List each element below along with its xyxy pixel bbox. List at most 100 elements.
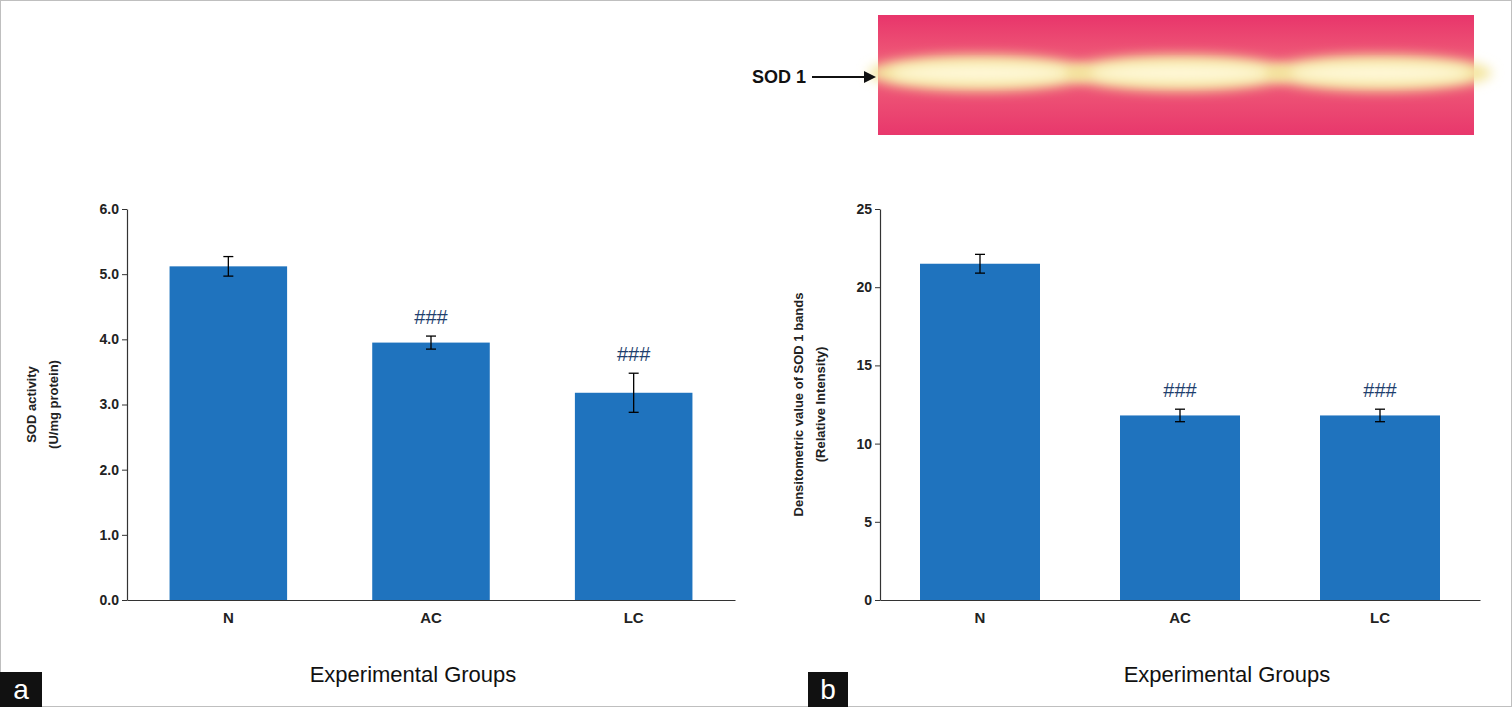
annotation: ### — [414, 306, 448, 328]
blot-band — [868, 55, 1092, 91]
y-axis-line — [880, 210, 881, 601]
y-tick: 4.0 — [100, 331, 127, 347]
error-bar-stem — [430, 336, 431, 349]
x-axis: N AC LC — [128, 600, 736, 626]
y-tick-mark — [875, 522, 880, 523]
error-bar — [629, 373, 639, 412]
bar — [1120, 415, 1240, 600]
y-axis: 0 5 10 15 20 25 — [856, 201, 880, 608]
x-tick: AC — [1169, 600, 1191, 626]
y-tick: 25 — [856, 201, 880, 217]
y-tick-label: 20 — [856, 279, 872, 295]
panel-label-box — [0, 672, 42, 707]
y-axis: 0.0 1.0 2.0 3.0 4.0 5.0 6.0 — [100, 201, 128, 608]
panel-label: b — [808, 672, 848, 707]
annotation: ### — [1163, 379, 1197, 401]
y-tick: 10 — [856, 436, 880, 452]
error-bar-cap — [629, 373, 639, 374]
y-tick-mark — [875, 444, 880, 445]
error-bar-stem — [1179, 409, 1180, 422]
y-tick-mark — [122, 535, 127, 536]
figure: 0.0 1.0 2.0 3.0 4.0 5.0 6.0 N AC LC SOD activity (U… — [0, 0, 1512, 707]
y-tick-label: 10 — [856, 436, 872, 452]
y-tick-mark — [122, 600, 127, 601]
x-tick: N — [223, 600, 234, 626]
error-bar-stem — [979, 254, 980, 273]
y-tick-label: 25 — [856, 201, 872, 217]
x-tick-label: LC — [624, 609, 644, 626]
blot-image — [868, 15, 1492, 135]
y-axis-title: Densitometric value of SOD 1 bands — [791, 293, 806, 517]
y-tick-mark — [122, 274, 127, 275]
y-tick: 5.0 — [100, 266, 127, 282]
y-tick-mark — [875, 287, 880, 288]
error-bar-cap — [1375, 409, 1385, 410]
error-bar-cap — [223, 256, 233, 257]
blot-band — [1268, 55, 1492, 91]
plot-area — [170, 257, 693, 600]
y-tick-mark — [875, 365, 880, 366]
x-tick-label: AC — [1169, 609, 1191, 626]
error-bar-cap — [426, 335, 436, 336]
bar — [1320, 415, 1440, 600]
error-bar — [1375, 409, 1385, 422]
x-tick: AC — [420, 600, 442, 626]
panel-label-text: a — [13, 674, 29, 705]
y-axis-title: (Relative Intensity) — [813, 347, 828, 463]
y-tick-label: 15 — [856, 357, 872, 373]
y-tick-label: 6.0 — [100, 201, 120, 217]
error-bar — [1175, 409, 1185, 422]
bar — [575, 393, 693, 600]
figure-frame — [1, 1, 1512, 707]
arrow-shaft — [812, 76, 868, 78]
annotation: ### — [617, 343, 651, 365]
bar — [920, 264, 1040, 600]
y-tick: 3.0 — [100, 396, 127, 412]
x-tick-label: AC — [420, 609, 442, 626]
error-bar-cap — [1175, 421, 1185, 422]
y-tick-mark — [122, 209, 127, 210]
y-tick: 5 — [864, 514, 880, 530]
y-tick-mark — [122, 470, 127, 471]
bar — [372, 343, 490, 600]
x-axis: NACLC — [881, 600, 1481, 626]
y-tick-mark — [122, 405, 127, 406]
error-bar-cap — [1375, 421, 1385, 422]
plot-area — [920, 254, 1440, 600]
y-tick: 2.0 — [100, 462, 127, 478]
y-tick-mark — [875, 600, 880, 601]
error-bar-cap — [975, 254, 985, 255]
x-axis-line — [128, 600, 736, 601]
panel-label: a — [0, 672, 42, 707]
y-tick-label: 0.0 — [100, 592, 120, 608]
x-tick-label: LC — [1370, 609, 1390, 626]
y-axis-title: SOD activity — [24, 365, 39, 442]
bar — [170, 266, 288, 600]
chart-panel: 0.0 1.0 2.0 3.0 4.0 5.0 6.0 N AC LC SOD activity (U… — [0, 201, 736, 707]
blot-band-core — [1290, 64, 1470, 82]
y-tick-label: 4.0 — [100, 331, 120, 347]
y-tick-label: 1.0 — [100, 527, 120, 543]
blot-background — [878, 15, 1474, 135]
error-bar — [975, 254, 985, 273]
error-bar-cap — [629, 412, 639, 413]
error-bar-stem — [1379, 409, 1380, 422]
error-bar-cap — [1175, 409, 1185, 410]
chart-panel: 0510152025NACLCDensitometric value of SO… — [752, 15, 1492, 707]
error-bar-cap — [223, 275, 233, 276]
x-tick: LC — [1370, 600, 1390, 626]
error-bar-cap — [975, 272, 985, 273]
y-tick-mark — [122, 339, 127, 340]
y-axis-title: (U/mg protein) — [46, 360, 61, 449]
x-axis-title: Experimental Groups — [1124, 662, 1331, 687]
y-tick-label: 5.0 — [100, 266, 120, 282]
panel-label-text: b — [820, 674, 836, 705]
blot-label: SOD 1 — [752, 67, 806, 87]
y-tick-label: 0 — [864, 592, 872, 608]
y-tick-label: 2.0 — [100, 462, 120, 478]
blot-band-core — [890, 64, 1070, 82]
y-tick-label: 3.0 — [100, 396, 120, 412]
error-bar-stem — [633, 373, 634, 412]
y-tick: 0.0 — [100, 592, 127, 608]
y-tick: 1.0 — [100, 527, 127, 543]
